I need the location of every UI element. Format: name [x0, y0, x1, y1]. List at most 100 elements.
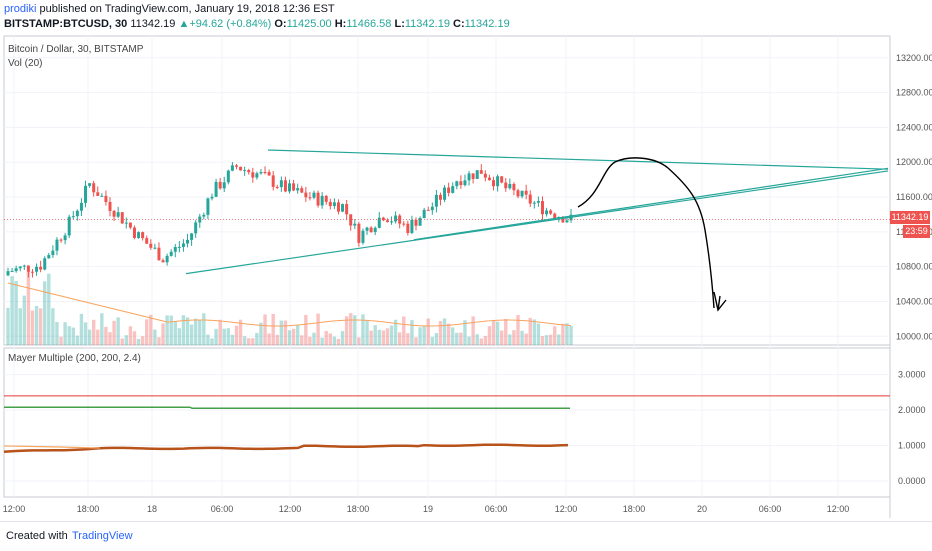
volume-bar	[214, 328, 218, 345]
candle-body	[149, 243, 153, 248]
candle-body	[173, 246, 177, 252]
volume-bar	[83, 322, 88, 345]
candle-body	[206, 198, 210, 215]
volume-bar	[238, 319, 243, 345]
x-tick-label: 06:00	[759, 504, 782, 514]
volume-bar	[43, 281, 47, 345]
candle-body	[132, 227, 136, 238]
price-change: +94.62 (+0.84%)	[189, 18, 272, 30]
volume-bar	[373, 325, 377, 345]
candle-body	[430, 206, 434, 211]
candle-body	[410, 219, 414, 233]
candle-body	[369, 227, 373, 233]
volume-bar	[426, 318, 430, 345]
candle-body	[26, 265, 30, 272]
upper-trendline[interactable]	[267, 149, 889, 170]
volume-bar	[38, 308, 43, 345]
low-label: L:	[394, 18, 405, 30]
volume-bar	[389, 325, 394, 345]
author-link[interactable]: prodiki	[4, 3, 37, 15]
candle-body	[500, 176, 504, 183]
hand-drawn-curve[interactable]	[577, 157, 715, 309]
volume-bar	[251, 338, 255, 345]
candle-body	[239, 166, 243, 171]
volume-bar	[393, 319, 398, 345]
volume-bar	[173, 321, 177, 345]
chart-canvas[interactable]: 12:00 18:00 18 06:00 12:00 18:00 19 06:00 12:00 1…	[0, 0, 932, 521]
indicator-tick-label: 1.0000	[898, 441, 926, 451]
volume-bar	[14, 280, 18, 345]
candle-body	[22, 265, 26, 267]
volume-bar	[536, 323, 541, 345]
x-tick-label: 06:00	[211, 504, 234, 514]
volume-bar	[26, 271, 31, 345]
volume-bar	[140, 336, 145, 345]
volume-bar	[471, 316, 475, 345]
indicator-pane-border	[3, 347, 891, 498]
candle-body	[108, 201, 112, 211]
volume-bar	[104, 326, 108, 345]
candle-body	[312, 192, 316, 198]
candle-body	[288, 183, 292, 192]
candle-body	[226, 170, 230, 183]
candle-body	[398, 215, 402, 224]
candle-body	[385, 220, 389, 223]
candle-body	[365, 227, 369, 231]
volume-bar	[463, 320, 467, 345]
x-tick-label: 12:00	[555, 504, 578, 514]
lower-trendline[interactable]	[185, 170, 889, 275]
price-tick-label: 10000.00	[896, 331, 932, 341]
candle-body	[202, 214, 206, 217]
candle-body	[565, 220, 569, 223]
up-arrow-icon: ▲	[178, 18, 190, 30]
x-tick-label: 19	[423, 504, 433, 514]
candle-body	[39, 266, 43, 270]
candle-body	[141, 232, 145, 239]
created-with-label: Created with	[6, 530, 68, 542]
tradingview-logo-link[interactable]: TradingView	[72, 530, 133, 542]
volume-bar	[410, 320, 414, 345]
volume-bar	[185, 317, 190, 345]
symbol-line: BITSTAMP:BTCUSD, 30 11342.19 ▲+94.62 (+0…	[4, 18, 510, 30]
candle-body	[124, 222, 128, 224]
mayer-secondary-line	[3, 445, 101, 449]
volume-bar	[451, 327, 455, 345]
volume-bar	[63, 322, 67, 345]
chart-header: prodiki published on TradingView.com, Ja…	[0, 0, 932, 34]
volume-bar	[132, 331, 137, 345]
volume-bar	[349, 313, 353, 345]
candle-body	[426, 209, 430, 211]
volume-bar	[467, 336, 471, 345]
volume-bar	[442, 318, 447, 345]
candle-body	[214, 181, 218, 197]
indicator-legend: Mayer Multiple (200, 200, 2.4)	[8, 353, 141, 364]
candle-body	[96, 192, 100, 196]
candle-body	[320, 195, 324, 206]
candle-body	[263, 172, 267, 174]
candle-body	[443, 187, 447, 200]
candle-body	[137, 232, 141, 238]
volume-bar	[51, 308, 55, 345]
candle-body	[300, 188, 304, 193]
volume-bar	[279, 320, 284, 345]
volume-bar	[561, 323, 565, 345]
volume-bar	[100, 313, 104, 345]
volume-bar	[304, 314, 308, 345]
candle-body	[35, 266, 39, 272]
candle-body	[43, 258, 47, 270]
volume-bar	[532, 319, 537, 345]
publish-line: prodiki published on TradingView.com, Ja…	[4, 3, 335, 15]
volume-bar	[369, 330, 373, 345]
volume-bar	[361, 314, 365, 345]
lower-trendline-2[interactable]	[413, 167, 889, 241]
candle-body	[67, 216, 71, 236]
volume-bar	[71, 327, 75, 345]
volume-bar	[59, 336, 63, 345]
price-tick-label: 12000.00	[896, 157, 932, 167]
candle-body	[394, 215, 398, 222]
candle-body	[177, 246, 181, 248]
candle-body	[210, 196, 214, 199]
hand-drawn-arrowhead[interactable]	[713, 291, 727, 312]
volume-bar	[295, 325, 300, 345]
volume-bar	[344, 316, 349, 345]
